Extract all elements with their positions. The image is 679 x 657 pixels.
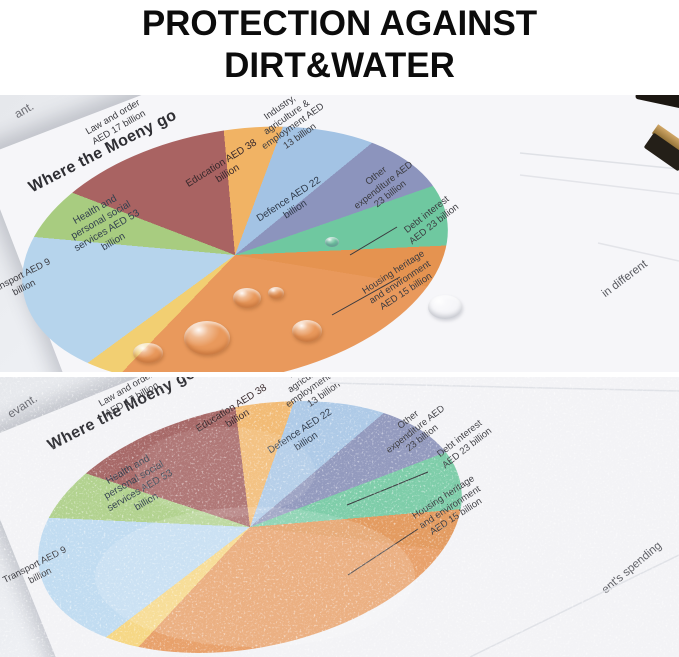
photo-dirt-demo: evant. Where the Moeny go Law and orderA… — [0, 377, 679, 657]
background-sheet-text-fragment: ant. — [11, 98, 37, 122]
water-droplet — [184, 321, 230, 355]
water-droplet — [325, 237, 339, 247]
headline: PROTECTION AGAINST DIRT&WATER — [0, 0, 679, 95]
headline-line1: PROTECTION AGAINST — [141, 4, 538, 43]
water-droplet — [233, 288, 261, 308]
dust-overlay — [0, 377, 679, 657]
water-droplet — [268, 287, 284, 299]
water-droplet — [292, 320, 322, 342]
headline-line2: DIRT&WATER — [224, 46, 455, 85]
water-droplet — [428, 295, 462, 319]
photo-water-demo: ant. Where the Moeny go Law and order AED… — [0, 95, 679, 372]
water-droplet — [133, 343, 163, 363]
